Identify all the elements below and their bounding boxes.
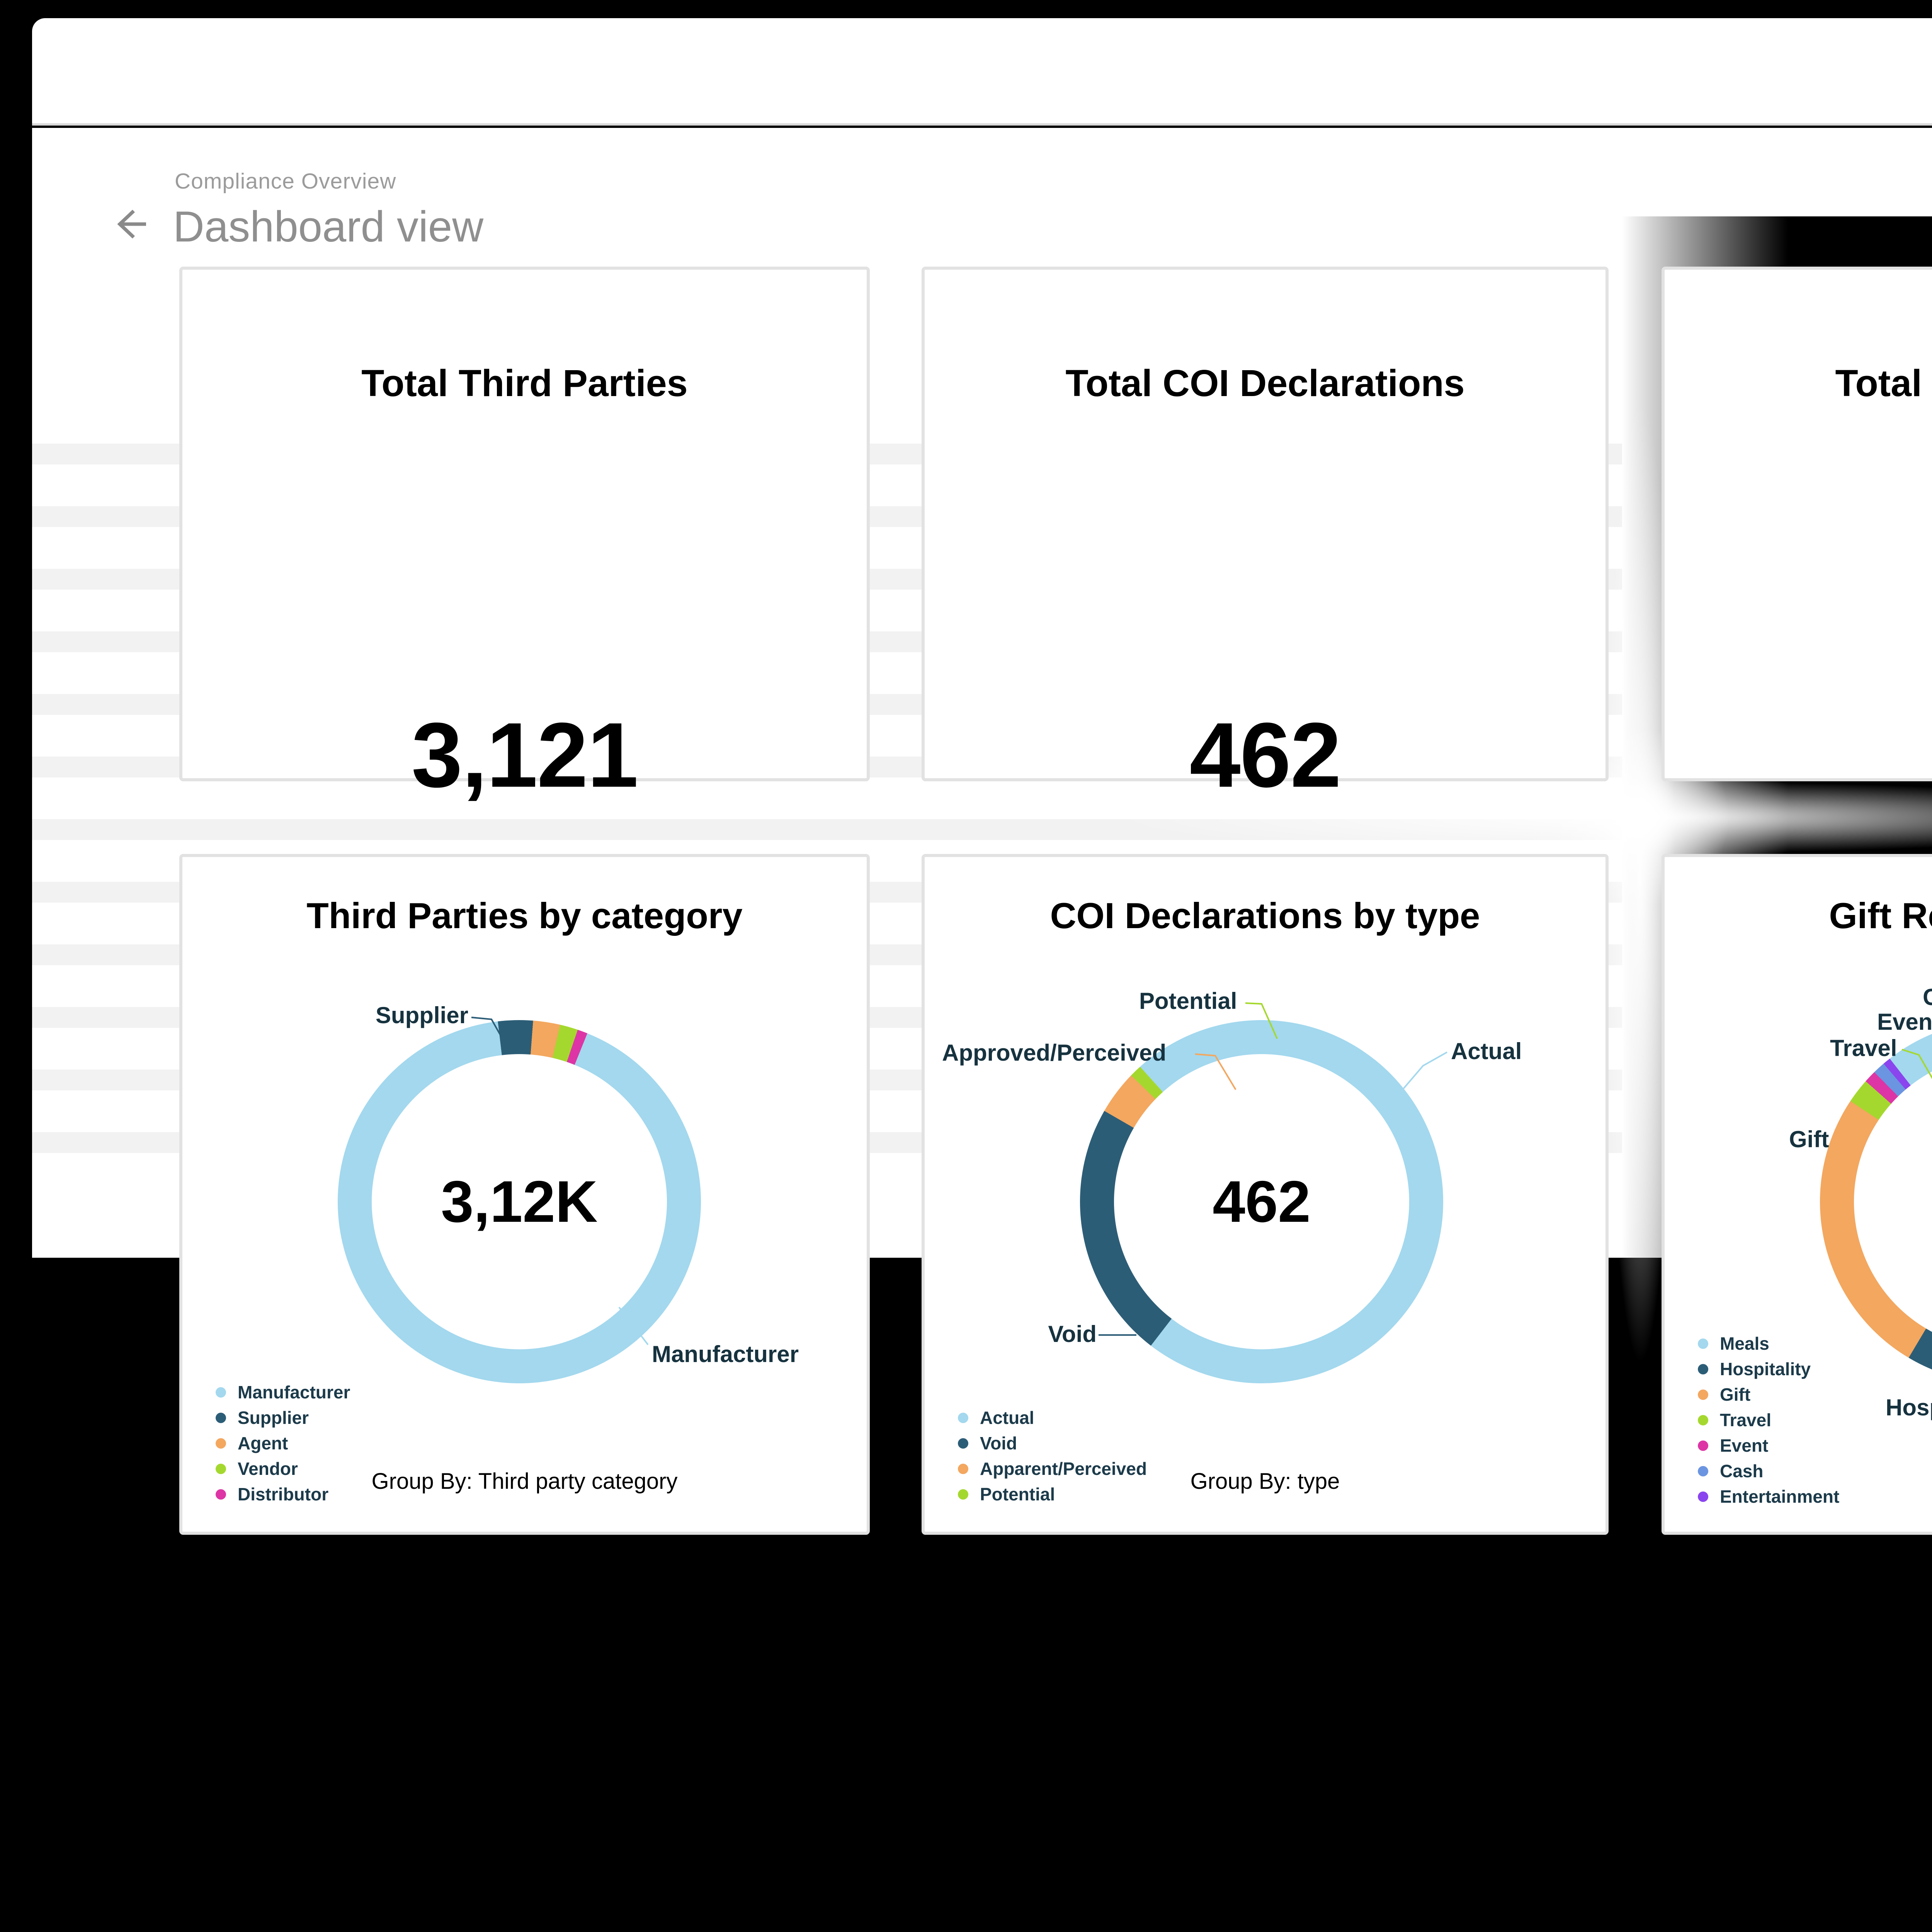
- kpi-value: 462: [1189, 704, 1341, 806]
- donut-center-value: 462: [1213, 1168, 1311, 1235]
- chart-title: Gift Request by type: [1829, 895, 1932, 936]
- legend-dot-icon: [1698, 1364, 1708, 1374]
- legend-item-distributor[interactable]: Distributor: [216, 1481, 350, 1507]
- legend-dot-icon: [216, 1438, 226, 1449]
- kpi-title: Total Third Parties: [361, 362, 688, 404]
- kpi-card-total-gift-requests: Total Gift Requests 178: [1662, 267, 1932, 806]
- chart-title: COI Declarations by type: [1050, 895, 1480, 936]
- legend-item-potential[interactable]: Potential: [958, 1481, 1147, 1507]
- callout-supplier: Supplier: [375, 1002, 468, 1028]
- callout-actual: Actual: [1451, 1038, 1522, 1064]
- app-header-strip: [32, 128, 1932, 216]
- kpi-value: 3,121: [411, 704, 639, 806]
- page-title: Dashboard view: [173, 202, 484, 251]
- legend-item-travel[interactable]: Travel: [1698, 1407, 1839, 1433]
- chart-card-coi-declarations-by-type: COI Declarations by type 462 Potential A…: [922, 854, 1609, 1535]
- callout-potential: Potential: [1139, 988, 1237, 1014]
- legend-item-agent[interactable]: Agent: [216, 1430, 350, 1456]
- callout-travel: Travel: [1830, 1035, 1897, 1061]
- kpi-title: Total COI Declarations: [1065, 362, 1465, 404]
- kpi-card-total-third-parties: Total Third Parties 3,121: [179, 267, 870, 806]
- back-button[interactable]: [113, 206, 148, 242]
- legend-item-actual[interactable]: Actual: [958, 1405, 1147, 1430]
- donut-coi-declarations[interactable]: 462: [1080, 1020, 1443, 1383]
- legend-item-apparent-perceived[interactable]: Apparent/Perceived: [958, 1456, 1147, 1481]
- browser-chrome-bar: [32, 18, 1932, 126]
- legend-dot-icon: [958, 1438, 968, 1449]
- callout-manufacturer: Manufacturer: [652, 1341, 799, 1367]
- breadcrumb-category: Compliance Overview: [175, 169, 396, 194]
- legend-dot-icon: [216, 1412, 226, 1423]
- kpi-value: 178: [1665, 702, 1932, 808]
- group-by-label: Group By: type: [1665, 1468, 1932, 1494]
- light-flare-horizontal: [925, 769, 1932, 866]
- chart-title: Third Parties by category: [306, 895, 743, 936]
- legend-item-vendor[interactable]: Vendor: [216, 1456, 350, 1481]
- legend-item-hospitality[interactable]: Hospitality: [1698, 1356, 1839, 1382]
- callout-gift: Gift: [1789, 1126, 1829, 1152]
- legend-item-void[interactable]: Void: [958, 1430, 1147, 1456]
- chart-card-third-parties-by-category: Third Parties by category 3,12K Supplier…: [179, 854, 870, 1535]
- legend-dot-icon: [216, 1463, 226, 1474]
- callout-cash: Cash: [1923, 984, 1932, 1010]
- legend-dot-icon: [1698, 1415, 1708, 1425]
- callout-void: Void: [1048, 1321, 1097, 1347]
- legend-item-event[interactable]: Event: [1698, 1433, 1839, 1458]
- kpi-title: Total Gift Requests: [1835, 362, 1932, 404]
- group-by-label: Group By: Third party category: [371, 1469, 678, 1494]
- kpi-card-total-coi-declarations: Total COI Declarations 462: [922, 267, 1609, 806]
- legend-dot-icon: [1698, 1389, 1708, 1400]
- callout-hospitality: Hospitality: [1886, 1395, 1932, 1420]
- callout-approved-perceived: Approved/Perceived: [942, 1040, 1167, 1066]
- donut-third-parties[interactable]: 3,12K: [338, 1020, 701, 1383]
- legend-item-supplier[interactable]: Supplier: [216, 1405, 350, 1430]
- legend-dot-icon: [216, 1489, 226, 1500]
- legend-dot-icon: [1698, 1338, 1708, 1349]
- callout-event: Event: [1877, 1009, 1932, 1035]
- donut-center-value: 3,12K: [441, 1168, 598, 1235]
- chart-card-gift-request-by-type: Gift Request by type 178 Cash Event Trav…: [1662, 854, 1932, 1535]
- legend: Meals Hospitality Gift Travel Event Cash: [1698, 1331, 1839, 1509]
- legend-dot-icon: [958, 1489, 968, 1500]
- donut-gift-requests[interactable]: 178: [1820, 1020, 1932, 1383]
- legend-dot-icon: [958, 1463, 968, 1474]
- legend-item-gift[interactable]: Gift: [1698, 1382, 1839, 1407]
- donut-center-value: 178: [1820, 1020, 1932, 1383]
- legend-item-cash[interactable]: Cash: [1698, 1458, 1839, 1484]
- legend-dot-icon: [1698, 1466, 1708, 1476]
- legend-dot-icon: [958, 1412, 968, 1423]
- legend: Actual Void Apparent/Perceived Potential: [958, 1405, 1147, 1507]
- arrow-left-icon: [117, 209, 146, 239]
- legend-dot-icon: [216, 1387, 226, 1398]
- legend-item-meals[interactable]: Meals: [1698, 1331, 1839, 1356]
- legend-dot-icon: [1698, 1491, 1708, 1502]
- legend: Manufacturer Supplier Agent Vendor Distr…: [216, 1379, 350, 1507]
- legend-item-manufacturer[interactable]: Manufacturer: [216, 1379, 350, 1405]
- legend-item-entertainment[interactable]: Entertainment: [1698, 1484, 1839, 1509]
- legend-dot-icon: [1698, 1440, 1708, 1451]
- group-by-label: Group By: type: [1190, 1469, 1340, 1494]
